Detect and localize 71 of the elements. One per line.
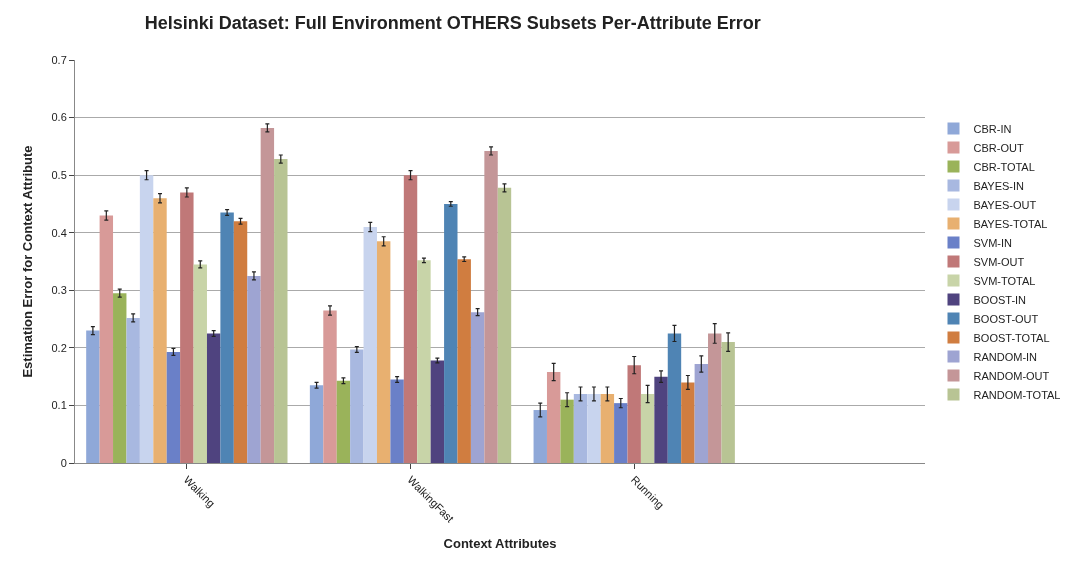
legend-label: BOOST-OUT bbox=[973, 312, 1039, 325]
bar bbox=[376, 241, 391, 463]
bar bbox=[390, 379, 404, 463]
legend-label: SVM-IN bbox=[973, 236, 1013, 249]
bar bbox=[484, 150, 498, 463]
legend-label: CBR-TOTAL bbox=[973, 160, 1035, 173]
bar bbox=[193, 264, 207, 463]
legend-label: RANDOM-OUT bbox=[973, 369, 1050, 382]
bar bbox=[681, 382, 695, 463]
bar bbox=[430, 360, 445, 463]
bar bbox=[470, 312, 485, 463]
bar bbox=[573, 393, 588, 463]
legend-label: CBR-OUT bbox=[973, 141, 1024, 154]
y-tick-label: 0.6 bbox=[51, 111, 67, 124]
legend-label: RANDOM-TOTAL bbox=[973, 388, 1061, 401]
bar bbox=[153, 198, 167, 463]
bar bbox=[587, 393, 601, 463]
y-tick-label: 0.1 bbox=[51, 399, 67, 412]
legend-label: BOOST-TOTAL bbox=[973, 331, 1050, 344]
bar bbox=[694, 363, 709, 463]
y-tick-label: 0.4 bbox=[51, 226, 67, 239]
bar bbox=[86, 330, 100, 463]
legend-label: BOOST-IN bbox=[973, 293, 1027, 306]
bar bbox=[533, 410, 547, 463]
y-tick-label: 0.5 bbox=[51, 168, 67, 181]
bar bbox=[363, 226, 377, 463]
x-axis-title: Context Attributes bbox=[443, 536, 557, 552]
bar bbox=[113, 293, 127, 463]
y-tick-label: 0 bbox=[60, 456, 67, 469]
bar bbox=[309, 385, 324, 463]
bar bbox=[166, 351, 181, 463]
bar bbox=[497, 187, 512, 463]
bar bbox=[417, 260, 431, 463]
legend-label: SVM-TOTAL bbox=[973, 274, 1036, 287]
bar bbox=[667, 333, 682, 463]
bar bbox=[260, 127, 275, 463]
bar bbox=[600, 393, 615, 463]
bar bbox=[220, 212, 234, 463]
legend-label: BAYES-OUT bbox=[973, 198, 1037, 211]
bar bbox=[336, 380, 351, 463]
bar bbox=[614, 403, 628, 463]
legend-label: BAYES-TOTAL bbox=[973, 217, 1048, 230]
bar bbox=[274, 159, 288, 463]
legend-label: RANDOM-IN bbox=[973, 350, 1038, 363]
chart-title: Helsinki Dataset: Full Environment OTHERS Subsets Per-Attribute Error bbox=[144, 13, 761, 34]
bar bbox=[206, 333, 221, 463]
bar bbox=[457, 259, 471, 463]
legend-label: SVM-OUT bbox=[973, 255, 1025, 268]
bar bbox=[444, 203, 458, 463]
bar bbox=[139, 175, 154, 463]
bar bbox=[233, 221, 248, 463]
bar bbox=[721, 342, 735, 463]
bar bbox=[180, 192, 194, 463]
bar bbox=[708, 333, 722, 463]
bar bbox=[654, 376, 668, 463]
bar bbox=[350, 349, 364, 463]
bar bbox=[640, 393, 655, 463]
bar bbox=[403, 175, 418, 463]
bar bbox=[323, 310, 337, 463]
legend-label: BAYES-IN bbox=[973, 179, 1025, 192]
bar bbox=[546, 372, 561, 463]
bar bbox=[126, 317, 140, 463]
bar bbox=[99, 215, 114, 463]
bar bbox=[247, 275, 261, 463]
bar bbox=[627, 365, 641, 463]
y-axis-title: Estimation Error for Context Attribute bbox=[20, 145, 36, 378]
bar bbox=[560, 399, 574, 463]
y-tick-label: 0.7 bbox=[51, 53, 67, 66]
y-tick-label: 0.3 bbox=[51, 284, 67, 297]
legend-label: CBR-IN bbox=[973, 122, 1012, 135]
y-tick-label: 0.2 bbox=[51, 341, 67, 354]
